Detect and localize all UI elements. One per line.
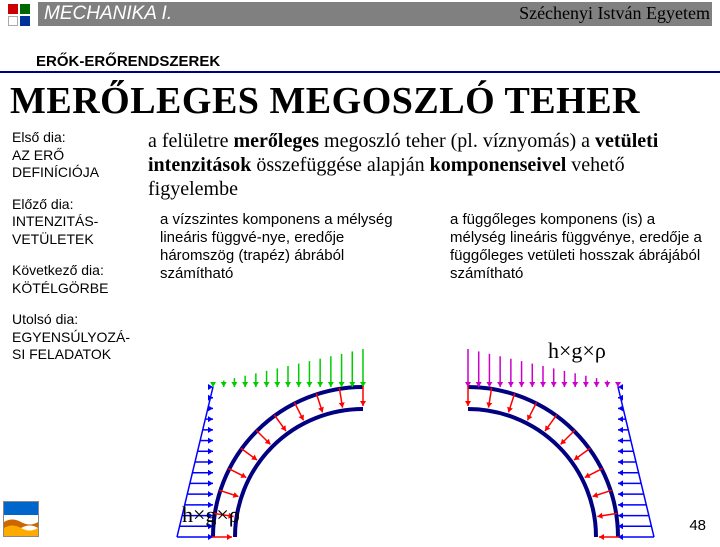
nav-first[interactable]: Első dia: AZ ERŐ DEFINÍCIÓJA: [12, 129, 142, 182]
footer-logo-icon: [3, 501, 39, 537]
page-number: 48: [689, 517, 706, 534]
nav-next[interactable]: Következő dia: KÖTÉLGÖRBE: [12, 262, 142, 297]
nav-last-target: EGYENSÚLYOZÁ-SI FELADATOK: [12, 329, 130, 363]
nav-next-target: KÖTÉLGÖRBE: [12, 280, 108, 296]
nav-prev-target: INTENZITÁS-VETÜLETEK: [12, 213, 98, 247]
left-column-text: a vízszintes komponens a mélység lineári…: [148, 211, 420, 283]
nav-last-label: Utolsó dia:: [12, 311, 78, 327]
nav-last[interactable]: Utolsó dia: EGYENSÚLYOZÁ-SI FELADATOK: [12, 311, 142, 364]
nav-next-label: Következő dia:: [12, 262, 104, 278]
right-column-text: a függőleges komponens (is) a mélység li…: [438, 211, 710, 283]
slide-title: MERŐLEGES MEGOSZLÓ TEHER: [0, 73, 720, 129]
university-name: Széchenyi István Egyetem: [519, 3, 710, 24]
formula-right: h×g×ρ: [548, 338, 606, 364]
chapter-subtitle: ERŐK-ERŐRENDSZEREK: [0, 52, 720, 73]
intro-text: a felületre merőleges megoszló teher (pl…: [148, 129, 710, 201]
nav-first-target: AZ ERŐ DEFINÍCIÓJA: [12, 147, 99, 181]
nav-first-label: Első dia:: [12, 129, 66, 145]
formula-left: h×g×ρ: [182, 502, 240, 528]
nav-sidebar: Első dia: AZ ERŐ DEFINÍCIÓJA Előző dia: …: [12, 129, 142, 378]
nav-prev-label: Előző dia:: [12, 196, 73, 212]
nav-prev[interactable]: Előző dia: INTENZITÁS-VETÜLETEK: [12, 196, 142, 249]
load-diagram: [168, 332, 708, 538]
logo-icon: [8, 4, 30, 26]
